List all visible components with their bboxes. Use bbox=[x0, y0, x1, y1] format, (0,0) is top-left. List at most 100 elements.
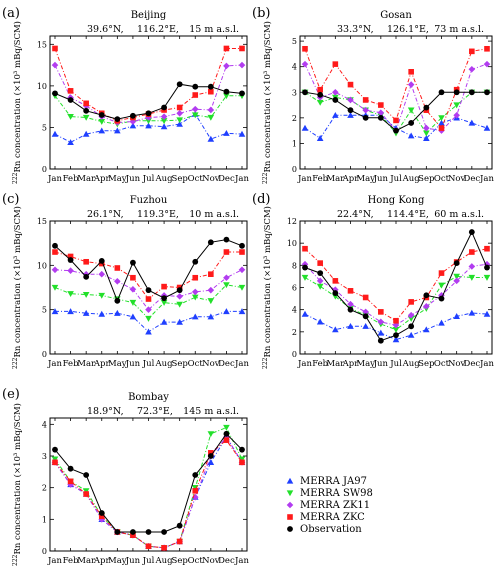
data-point bbox=[484, 245, 490, 252]
data-point bbox=[51, 61, 59, 69]
data-point bbox=[176, 293, 183, 300]
latitude-label: 18.9°N, bbox=[87, 406, 124, 417]
data-point bbox=[239, 459, 245, 466]
y-tick-label: 10 bbox=[37, 82, 47, 91]
data-point bbox=[191, 294, 199, 301]
data-point bbox=[423, 292, 430, 299]
legend-marker bbox=[287, 514, 293, 520]
data-point bbox=[176, 318, 183, 325]
x-tick-label: Jun bbox=[125, 556, 141, 566]
altitude-label: 10 m a.s.l. bbox=[189, 209, 239, 220]
data-point bbox=[161, 529, 167, 535]
data-point bbox=[438, 282, 445, 289]
data-point bbox=[98, 310, 106, 317]
data-point bbox=[238, 284, 246, 291]
y-tick-label: 0 bbox=[292, 350, 297, 359]
data-point bbox=[160, 123, 168, 130]
data-point bbox=[161, 104, 167, 111]
x-tick-label: Oct bbox=[188, 556, 204, 566]
data-point bbox=[51, 266, 59, 274]
data-point bbox=[438, 270, 445, 276]
legend-label: MERRA SW98 bbox=[300, 488, 373, 499]
y-axis-label-text: Rn concentration (×10³ mBq/SCM) bbox=[262, 206, 273, 358]
data-point bbox=[207, 313, 215, 320]
data-point bbox=[83, 258, 89, 265]
data-point bbox=[114, 265, 121, 271]
data-point bbox=[130, 112, 136, 119]
data-point bbox=[423, 124, 430, 132]
data-point bbox=[207, 286, 215, 294]
chart-panel-beijing: (a) Beijing 39.6°N, 116.2°E, 15 m a.s.l. 0 5 10… bbox=[2, 6, 249, 184]
y-axis-label-text: Rn concentration (×10³ mBq/SCM) bbox=[12, 403, 23, 555]
data-point bbox=[223, 282, 230, 289]
data-point bbox=[392, 326, 400, 333]
data-point bbox=[176, 522, 183, 529]
x-tick-label: Aug bbox=[155, 174, 174, 184]
data-point bbox=[423, 130, 430, 137]
x-tick-label: May bbox=[108, 556, 127, 566]
data-point bbox=[483, 310, 491, 317]
x-tick-label: Dec bbox=[218, 556, 235, 566]
data-point bbox=[207, 459, 215, 465]
legend-marker bbox=[286, 477, 294, 484]
y-tick-label: 10 bbox=[287, 239, 297, 248]
x-tick-label: May bbox=[356, 174, 375, 184]
data-point bbox=[176, 538, 183, 545]
data-point bbox=[83, 273, 90, 280]
data-point bbox=[453, 111, 460, 119]
x-tick-label: Feb bbox=[312, 359, 328, 369]
data-point bbox=[423, 326, 430, 333]
data-point bbox=[130, 532, 136, 538]
data-point bbox=[239, 446, 245, 453]
longitude-label: 126.1°E, bbox=[387, 24, 429, 35]
longitude-label: 119.3°E, bbox=[137, 209, 179, 220]
x-tick-label: Apr bbox=[93, 359, 111, 369]
data-point bbox=[438, 319, 445, 326]
data-point bbox=[238, 130, 246, 137]
data-point bbox=[51, 308, 59, 315]
x-tick-label: Aug bbox=[402, 359, 421, 369]
data-point bbox=[453, 277, 460, 285]
data-point bbox=[145, 328, 152, 335]
x-tick-label: Jan bbox=[234, 174, 249, 184]
data-point bbox=[468, 274, 476, 281]
x-tick-label: Nov bbox=[202, 174, 220, 184]
series-observation bbox=[52, 236, 245, 304]
altitude-label: 73 m a.s.l. bbox=[434, 24, 484, 35]
data-point bbox=[98, 270, 106, 278]
data-point bbox=[223, 430, 230, 437]
data-point bbox=[407, 81, 415, 88]
data-point bbox=[239, 45, 245, 52]
data-point bbox=[176, 81, 183, 88]
chart-panel-fuzhou: (c) Fuzhou 26.1°N, 119.3°E, 10 m a.s.l. 0 5 10 1… bbox=[2, 192, 249, 369]
data-point bbox=[176, 120, 183, 127]
longitude-label: 72.3°E, bbox=[137, 406, 173, 417]
data-point bbox=[407, 331, 415, 338]
data-point bbox=[176, 104, 183, 111]
data-point bbox=[192, 83, 199, 90]
data-point bbox=[332, 278, 339, 284]
data-point bbox=[161, 295, 167, 302]
data-point bbox=[332, 97, 339, 103]
series-merra-sw98 bbox=[51, 282, 246, 322]
data-point bbox=[176, 110, 183, 117]
y-axis-label: 222Rn concentration (×10³ mBq/SCM) bbox=[12, 21, 23, 184]
data-point bbox=[67, 257, 74, 263]
data-point bbox=[407, 132, 415, 139]
data-point bbox=[98, 258, 105, 264]
data-point bbox=[223, 129, 230, 136]
data-point bbox=[207, 239, 214, 246]
data-point bbox=[207, 106, 215, 114]
data-point bbox=[207, 114, 215, 121]
y-axis-label-text: Rn concentration (×10³ mBq/SCM) bbox=[12, 21, 23, 173]
data-point bbox=[347, 288, 354, 294]
y-tick-label: 3 bbox=[292, 88, 297, 97]
data-point bbox=[207, 83, 214, 90]
y-tick-label: 5 bbox=[42, 123, 47, 132]
y-axis-label: 222Rn concentration (×10³ mBq/SCM) bbox=[262, 206, 273, 369]
series-observation bbox=[302, 229, 490, 344]
data-point bbox=[301, 310, 309, 317]
altitude-label: 60 m a.s.l. bbox=[434, 209, 484, 220]
data-point bbox=[67, 253, 74, 260]
series-line bbox=[54, 433, 243, 533]
